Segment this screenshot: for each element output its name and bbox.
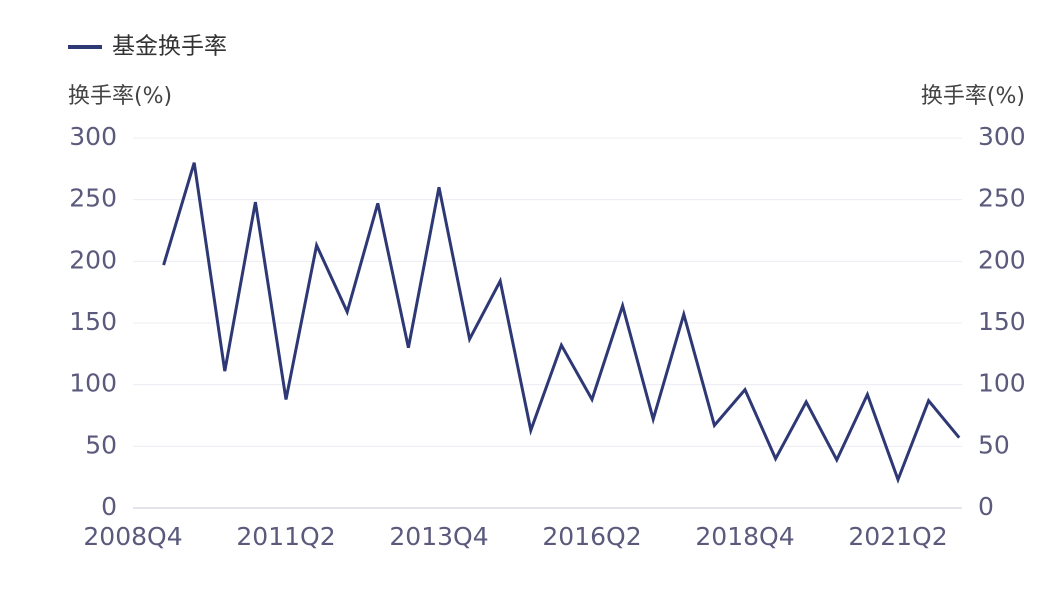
- y-tick-label: 150: [69, 307, 117, 336]
- y-tick-label: 250: [69, 184, 117, 213]
- y-tick-label: 300: [69, 122, 117, 151]
- x-tick-label: 2013Q4: [389, 522, 488, 551]
- y2-tick-label: 0: [978, 492, 994, 521]
- y2-axis-label: 换手率(%): [921, 84, 1025, 109]
- x-tick-label: 2011Q2: [236, 522, 335, 551]
- x-tick-label: 2016Q2: [542, 522, 641, 551]
- y-tick-label: 100: [69, 369, 117, 398]
- y-tick-label: 0: [101, 492, 117, 521]
- y-tick-label: 50: [85, 430, 117, 459]
- x-tick-label: 2008Q4: [83, 522, 182, 551]
- legend-label: 基金换手率: [112, 34, 227, 60]
- y2-tick-label: 250: [978, 184, 1026, 213]
- y2-tick-label: 150: [978, 307, 1026, 336]
- x-tick-label: 2021Q2: [848, 522, 947, 551]
- line-series: [162, 162, 961, 484]
- y2-tick-label: 100: [978, 369, 1026, 398]
- y2-tick-label: 300: [978, 122, 1026, 151]
- y-tick-label: 200: [69, 245, 117, 274]
- y-axis-label: 换手率(%): [68, 84, 172, 109]
- y2-tick-label: 50: [978, 430, 1010, 459]
- y2-tick-label: 200: [978, 245, 1026, 274]
- x-tick-label: 2018Q4: [695, 522, 794, 551]
